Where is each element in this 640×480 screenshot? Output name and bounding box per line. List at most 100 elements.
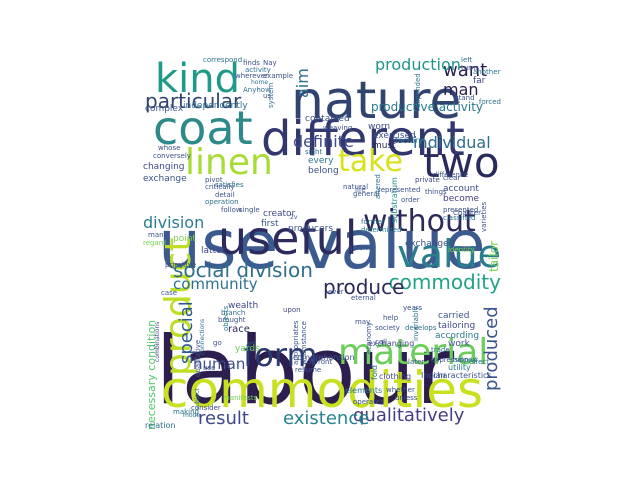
cloud-word: use xyxy=(203,364,216,372)
cloud-word: making xyxy=(173,408,199,416)
cloud-word: creator xyxy=(263,209,296,219)
cloud-word: conversely xyxy=(153,152,191,160)
cloud-word: Indian xyxy=(421,371,446,380)
cloud-word: confront xyxy=(303,358,333,366)
cloud-word: Anyhow xyxy=(243,86,271,94)
word-cloud: labour use value commodities nature coat diff… xyxy=(143,57,501,431)
cloud-word: stand xyxy=(455,94,475,102)
cloud-word: definite xyxy=(293,132,354,151)
cloud-word: produce xyxy=(323,275,405,299)
cloud-word: operates xyxy=(353,398,384,406)
cloud-word: another xyxy=(473,68,501,76)
cloud-word: trade xyxy=(431,346,450,354)
cloud-word: expression xyxy=(431,356,469,364)
cloud-word: production xyxy=(375,57,461,74)
cloud-word: exchange xyxy=(143,174,187,184)
cloud-word: economy xyxy=(365,321,373,354)
cloud-word: resume xyxy=(295,366,322,374)
cloud-word: according xyxy=(435,331,480,341)
cloud-word: circumstance xyxy=(300,321,308,369)
cloud-word: correspond xyxy=(203,57,243,64)
cloud-word: consider xyxy=(191,404,221,412)
cloud-word: characteristics xyxy=(433,371,492,380)
cloud-word: commodities xyxy=(161,361,484,419)
cloud-word: elements xyxy=(345,386,383,395)
cloud-word: exercised xyxy=(373,131,416,141)
cloud-word: branch xyxy=(221,309,246,317)
cloud-word: mode xyxy=(183,412,201,419)
cloud-word: worn xyxy=(368,122,391,132)
cloud-word: regard xyxy=(143,239,166,247)
cloud-word: material xyxy=(338,332,489,373)
cloud-word: may xyxy=(355,318,371,326)
cloud-word: turns xyxy=(461,64,480,72)
cloud-word: finds xyxy=(243,59,260,67)
cloud-word: things xyxy=(425,188,447,196)
cloud-word: substratum xyxy=(390,177,399,223)
cloud-word: point xyxy=(173,234,196,244)
cloud-word: productive activity xyxy=(371,100,484,114)
cloud-word: example xyxy=(263,72,294,80)
cloud-word: critically xyxy=(205,183,235,191)
cloud-word: clear xyxy=(443,174,461,182)
cloud-word: pivot xyxy=(205,176,223,184)
cloud-word: call xyxy=(375,338,388,346)
cloud-word: help xyxy=(383,314,399,322)
cloud-word: objects xyxy=(222,305,230,331)
cloud-word: account xyxy=(443,184,479,194)
cloud-word: changing xyxy=(143,162,185,172)
cloud-word: operation xyxy=(205,198,239,206)
cloud-word: without xyxy=(363,204,476,239)
cloud-word: community xyxy=(173,275,258,293)
cloud-word: life xyxy=(355,186,366,194)
cloud-word: factory xyxy=(395,136,424,145)
cloud-word: exchanging xyxy=(368,339,415,348)
cloud-word: comprehension xyxy=(293,353,355,362)
cloud-word: activity xyxy=(245,66,271,74)
cloud-word: result xyxy=(198,408,249,429)
cloud-word: linen xyxy=(185,142,273,183)
cloud-word: take xyxy=(338,144,403,179)
cloud-word: wherever xyxy=(235,72,268,80)
cloud-word: individual xyxy=(413,133,491,152)
cloud-word: belong xyxy=(308,166,339,176)
cloud-word: connections xyxy=(199,319,206,356)
cloud-word: use value xyxy=(158,206,486,285)
cloud-word: satisfies xyxy=(215,181,244,189)
cloud-word: brought xyxy=(218,316,246,324)
cloud-word: go xyxy=(213,339,222,347)
cloud-word: labour xyxy=(155,317,455,426)
cloud-word: expended xyxy=(414,73,422,108)
cloud-word: form xyxy=(243,336,318,374)
cloud-word: nature xyxy=(291,71,462,131)
cloud-word: yards xyxy=(235,344,260,354)
cloud-word: utility xyxy=(448,363,471,372)
cloud-word: eternal xyxy=(351,294,376,302)
cloud-word: complex xyxy=(145,104,184,114)
cloud-word: many xyxy=(148,231,168,239)
cloud-word: Chapter xyxy=(453,209,481,217)
cloud-word: follow xyxy=(221,206,242,214)
cloud-word: division xyxy=(143,213,205,232)
cloud-word: wealth xyxy=(228,301,259,311)
cloud-word: fold xyxy=(370,364,379,380)
cloud-word: case xyxy=(161,289,178,297)
cloud-word: first xyxy=(261,219,279,229)
cloud-word: commodity xyxy=(388,270,501,294)
cloud-word: tailor xyxy=(487,240,501,272)
cloud-word: existence xyxy=(283,408,370,429)
cloud-word: contained xyxy=(305,114,350,124)
cloud-word: different xyxy=(261,111,465,167)
cloud-word: relation xyxy=(145,421,176,430)
cloud-word: helped xyxy=(453,356,477,364)
cloud-word: upon xyxy=(283,306,301,314)
cloud-word: home xyxy=(251,79,269,86)
cloud-word: general xyxy=(353,190,380,198)
cloud-word: subject xyxy=(194,388,201,411)
cloud-word: want xyxy=(443,60,488,81)
cloud-word: former xyxy=(361,218,385,226)
cloud-word: us xyxy=(263,92,272,100)
cloud-word: tailoring xyxy=(438,321,476,331)
cloud-word: left xyxy=(461,57,473,64)
cloud-word: detail xyxy=(215,191,235,199)
